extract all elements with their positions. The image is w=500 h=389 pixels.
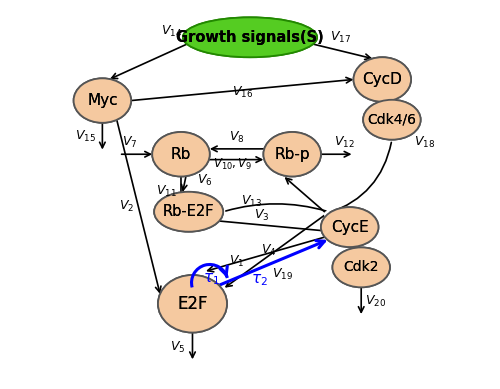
Ellipse shape <box>363 100 420 140</box>
Ellipse shape <box>321 207 378 247</box>
Text: Cdk2: Cdk2 <box>344 260 379 274</box>
Text: $V_{13}$: $V_{13}$ <box>242 193 262 209</box>
Ellipse shape <box>158 275 227 333</box>
Ellipse shape <box>264 132 321 177</box>
FancyArrowPatch shape <box>100 123 105 148</box>
FancyArrowPatch shape <box>178 177 184 202</box>
FancyArrowPatch shape <box>210 157 262 162</box>
Text: $V_{5}$: $V_{5}$ <box>170 340 186 355</box>
Ellipse shape <box>321 207 378 247</box>
Text: $\tau_2$: $\tau_2$ <box>252 272 268 288</box>
Text: $V_{2}$: $V_{2}$ <box>120 199 134 214</box>
FancyArrowPatch shape <box>313 44 370 60</box>
Text: $V_{15}$: $V_{15}$ <box>74 129 96 144</box>
Text: Rb-p: Rb-p <box>274 147 310 162</box>
Text: CycE: CycE <box>331 220 368 235</box>
FancyArrowPatch shape <box>112 44 187 79</box>
Text: $V_{6}$: $V_{6}$ <box>196 173 212 188</box>
Text: $V_{10},V_{9}$: $V_{10},V_{9}$ <box>213 157 252 172</box>
Ellipse shape <box>354 57 411 102</box>
FancyArrowPatch shape <box>117 120 161 292</box>
Text: $V_{11}$: $V_{11}$ <box>156 184 177 199</box>
Text: CycD: CycD <box>362 72 402 87</box>
Text: E2F: E2F <box>177 295 208 313</box>
FancyArrowPatch shape <box>208 237 325 272</box>
FancyArrowPatch shape <box>122 151 150 157</box>
Text: Rb-E2F: Rb-E2F <box>163 204 214 219</box>
Text: Rb-p: Rb-p <box>274 147 310 162</box>
Text: $V_{19}$: $V_{19}$ <box>272 266 293 282</box>
FancyArrowPatch shape <box>204 217 322 231</box>
Text: CycD: CycD <box>362 72 402 87</box>
Ellipse shape <box>183 18 317 57</box>
Text: $V_{12}$: $V_{12}$ <box>334 135 354 150</box>
Text: CycE: CycE <box>331 220 368 235</box>
Text: Cdk4/6: Cdk4/6 <box>368 113 416 127</box>
Text: $V_{20}$: $V_{20}$ <box>365 294 386 309</box>
Text: Myc: Myc <box>87 93 118 108</box>
Text: Rb: Rb <box>171 147 191 162</box>
Ellipse shape <box>183 18 317 57</box>
Ellipse shape <box>264 132 321 177</box>
Text: $V_{8}$: $V_{8}$ <box>229 130 244 145</box>
Text: Cdk4/6: Cdk4/6 <box>368 113 416 127</box>
Text: $V_{7}$: $V_{7}$ <box>122 135 137 150</box>
Text: $V_{18}$: $V_{18}$ <box>414 135 435 150</box>
Text: $V_{14}$: $V_{14}$ <box>161 24 182 39</box>
FancyArrowPatch shape <box>212 146 264 152</box>
Ellipse shape <box>152 132 210 177</box>
FancyArrowPatch shape <box>182 176 187 190</box>
Text: $V_{17}$: $V_{17}$ <box>330 30 350 45</box>
Text: Rb: Rb <box>171 147 191 162</box>
Ellipse shape <box>363 100 420 140</box>
Ellipse shape <box>154 192 223 232</box>
Ellipse shape <box>74 78 131 123</box>
Text: $V_{3}$: $V_{3}$ <box>254 208 270 223</box>
Ellipse shape <box>354 57 411 102</box>
FancyArrowPatch shape <box>190 333 196 357</box>
FancyArrowPatch shape <box>131 77 352 100</box>
Text: Growth signals(S): Growth signals(S) <box>176 30 324 45</box>
Text: E2F: E2F <box>177 295 208 313</box>
Text: $V_{16}$: $V_{16}$ <box>232 85 253 100</box>
FancyArrowPatch shape <box>358 287 364 312</box>
FancyArrowPatch shape <box>219 241 324 285</box>
Text: $V_{4}$: $V_{4}$ <box>262 243 277 258</box>
Ellipse shape <box>158 275 227 333</box>
FancyArrowPatch shape <box>321 151 350 157</box>
Text: $\tau_1$: $\tau_1$ <box>203 271 220 287</box>
Text: Rb-E2F: Rb-E2F <box>163 204 214 219</box>
Ellipse shape <box>332 247 390 287</box>
Ellipse shape <box>74 78 131 123</box>
Text: Cdk2: Cdk2 <box>344 260 379 274</box>
Ellipse shape <box>152 132 210 177</box>
Ellipse shape <box>154 192 223 232</box>
Text: Myc: Myc <box>87 93 118 108</box>
Ellipse shape <box>332 247 390 287</box>
Text: $V_{1}$: $V_{1}$ <box>229 254 244 269</box>
Text: Growth signals(S): Growth signals(S) <box>176 30 324 45</box>
